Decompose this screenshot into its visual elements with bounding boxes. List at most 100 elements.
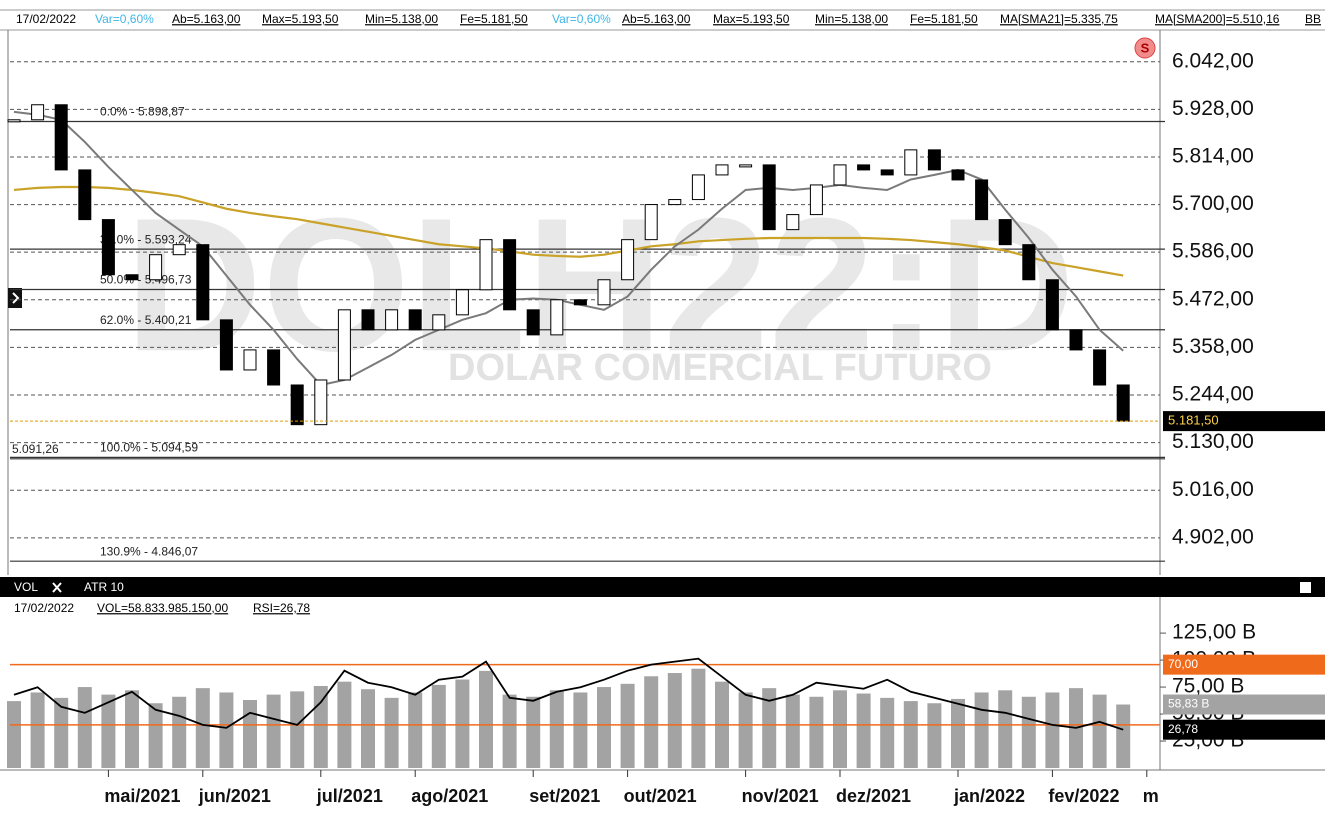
- y-tick-label: 6.042,00: [1172, 49, 1254, 72]
- volume-bar: [7, 701, 21, 768]
- volume-bar: [30, 692, 45, 768]
- candle: [597, 279, 611, 306]
- candle: [314, 379, 328, 426]
- fib-label: 38.0% - 5.593,24: [100, 232, 192, 246]
- volume-bar: [455, 679, 470, 768]
- volume-bar: [148, 703, 163, 768]
- candle: [361, 309, 375, 331]
- volume-bar: [809, 696, 824, 768]
- badge-label: S: [1141, 40, 1150, 55]
- volume-bar: [903, 701, 918, 768]
- x-tick-label: jun/2021: [198, 786, 271, 806]
- y-tick-label: 4.902,00: [1172, 525, 1254, 548]
- volume-bar: [243, 700, 257, 768]
- volume-bar: [667, 673, 682, 768]
- header-item: Min=5.138,00: [815, 12, 888, 26]
- candle: [880, 169, 894, 176]
- candle: [809, 184, 823, 216]
- candle: [1093, 349, 1107, 386]
- candle: [54, 104, 68, 171]
- volume-bar: [479, 670, 493, 768]
- candle: [1069, 329, 1083, 351]
- panel-subheader: RSI=26,78: [253, 601, 310, 615]
- last-price-label: 5.181,50: [1168, 413, 1219, 428]
- header-item: Ab=5.163,00: [172, 12, 241, 26]
- volume-bar: [266, 694, 281, 768]
- tab-close[interactable]: [52, 582, 62, 593]
- candle: [691, 174, 705, 201]
- volume-bar: [738, 692, 753, 768]
- y-tick-label: 5.130,00: [1172, 430, 1254, 453]
- panel-tab[interactable]: VOL: [14, 580, 38, 594]
- panel-tab[interactable]: ATR 10: [84, 580, 124, 594]
- maximize-icon[interactable]: [1300, 582, 1311, 593]
- volume-bar: [691, 668, 706, 768]
- candle: [739, 164, 753, 168]
- candle: [621, 239, 635, 281]
- x-tick-label: m: [1143, 786, 1159, 806]
- volume-bar: [77, 687, 92, 768]
- candle: [998, 219, 1012, 246]
- x-tick-label: out/2021: [624, 786, 697, 806]
- volume-last-label: 58,83 B: [1168, 697, 1209, 711]
- header-item: MA[SMA200]=5.510,16: [1155, 12, 1280, 26]
- header-item: Fe=5.181,50: [910, 12, 978, 26]
- panel-subheader: 17/02/2022: [14, 601, 74, 615]
- candle: [644, 204, 658, 241]
- header-item: Ab=5.163,00: [622, 12, 691, 26]
- badge[interactable]: [1134, 37, 1156, 59]
- volume-bar: [880, 697, 895, 768]
- y-tick-label: 75,00 B: [1172, 675, 1244, 698]
- candle: [243, 349, 257, 371]
- watermark-subtitle: DOLAR COMERCIAL FUTURO: [448, 347, 992, 389]
- fib-label: 50.0% - 5.496,73: [100, 273, 192, 287]
- candle: [1116, 384, 1130, 422]
- volume-bar: [195, 688, 210, 768]
- y-tick-label: 5.586,00: [1172, 240, 1254, 263]
- header-item: Max=5.193,50: [713, 12, 790, 26]
- volume-bar: [125, 690, 139, 768]
- volume-bar: [172, 696, 187, 768]
- volume-bar: [384, 697, 399, 768]
- volume-bar: [431, 684, 446, 768]
- rsi-last-box: [1163, 719, 1325, 740]
- panel-bar: [0, 577, 1325, 597]
- volume-bar: [526, 696, 541, 768]
- volume-bar: [408, 692, 423, 768]
- candle: [503, 239, 517, 311]
- volume-bar: [573, 692, 588, 768]
- header-item: Var=0,60%: [552, 12, 611, 26]
- candle: [125, 274, 139, 281]
- volume-bar: [927, 703, 942, 768]
- volume-bar: [1092, 694, 1107, 768]
- volume-bar: [974, 692, 989, 768]
- sma21-line: [13, 110, 1124, 387]
- candle: [385, 309, 399, 331]
- candle: [479, 239, 493, 291]
- candle: [927, 149, 941, 171]
- candle: [149, 254, 163, 281]
- fib-label: 130.9% - 4.846,07: [100, 544, 198, 558]
- x-tick-label: fev/2022: [1048, 786, 1119, 806]
- header-item: 17/02/2022: [16, 12, 76, 26]
- side-handle[interactable]: [8, 288, 22, 308]
- candle: [762, 164, 776, 231]
- candle: [1045, 279, 1059, 331]
- volume-bar: [219, 692, 234, 768]
- panel-subheader: VOL=58.833.985.150,00: [97, 601, 228, 615]
- candle: [904, 149, 918, 176]
- volume-bar: [1116, 704, 1131, 768]
- low-marker-label: 5.091,26: [12, 442, 59, 456]
- candle: [432, 314, 446, 331]
- candle: [101, 219, 115, 276]
- header-item: Min=5.138,00: [365, 12, 438, 26]
- volume-bar: [998, 690, 1013, 768]
- rsi-level-label: 70,00: [1168, 657, 1198, 671]
- candle: [951, 169, 965, 181]
- volume-bar: [101, 694, 116, 768]
- volume-bar: [833, 690, 847, 768]
- x-tick-label: set/2021: [529, 786, 600, 806]
- volume-bar: [1045, 692, 1060, 768]
